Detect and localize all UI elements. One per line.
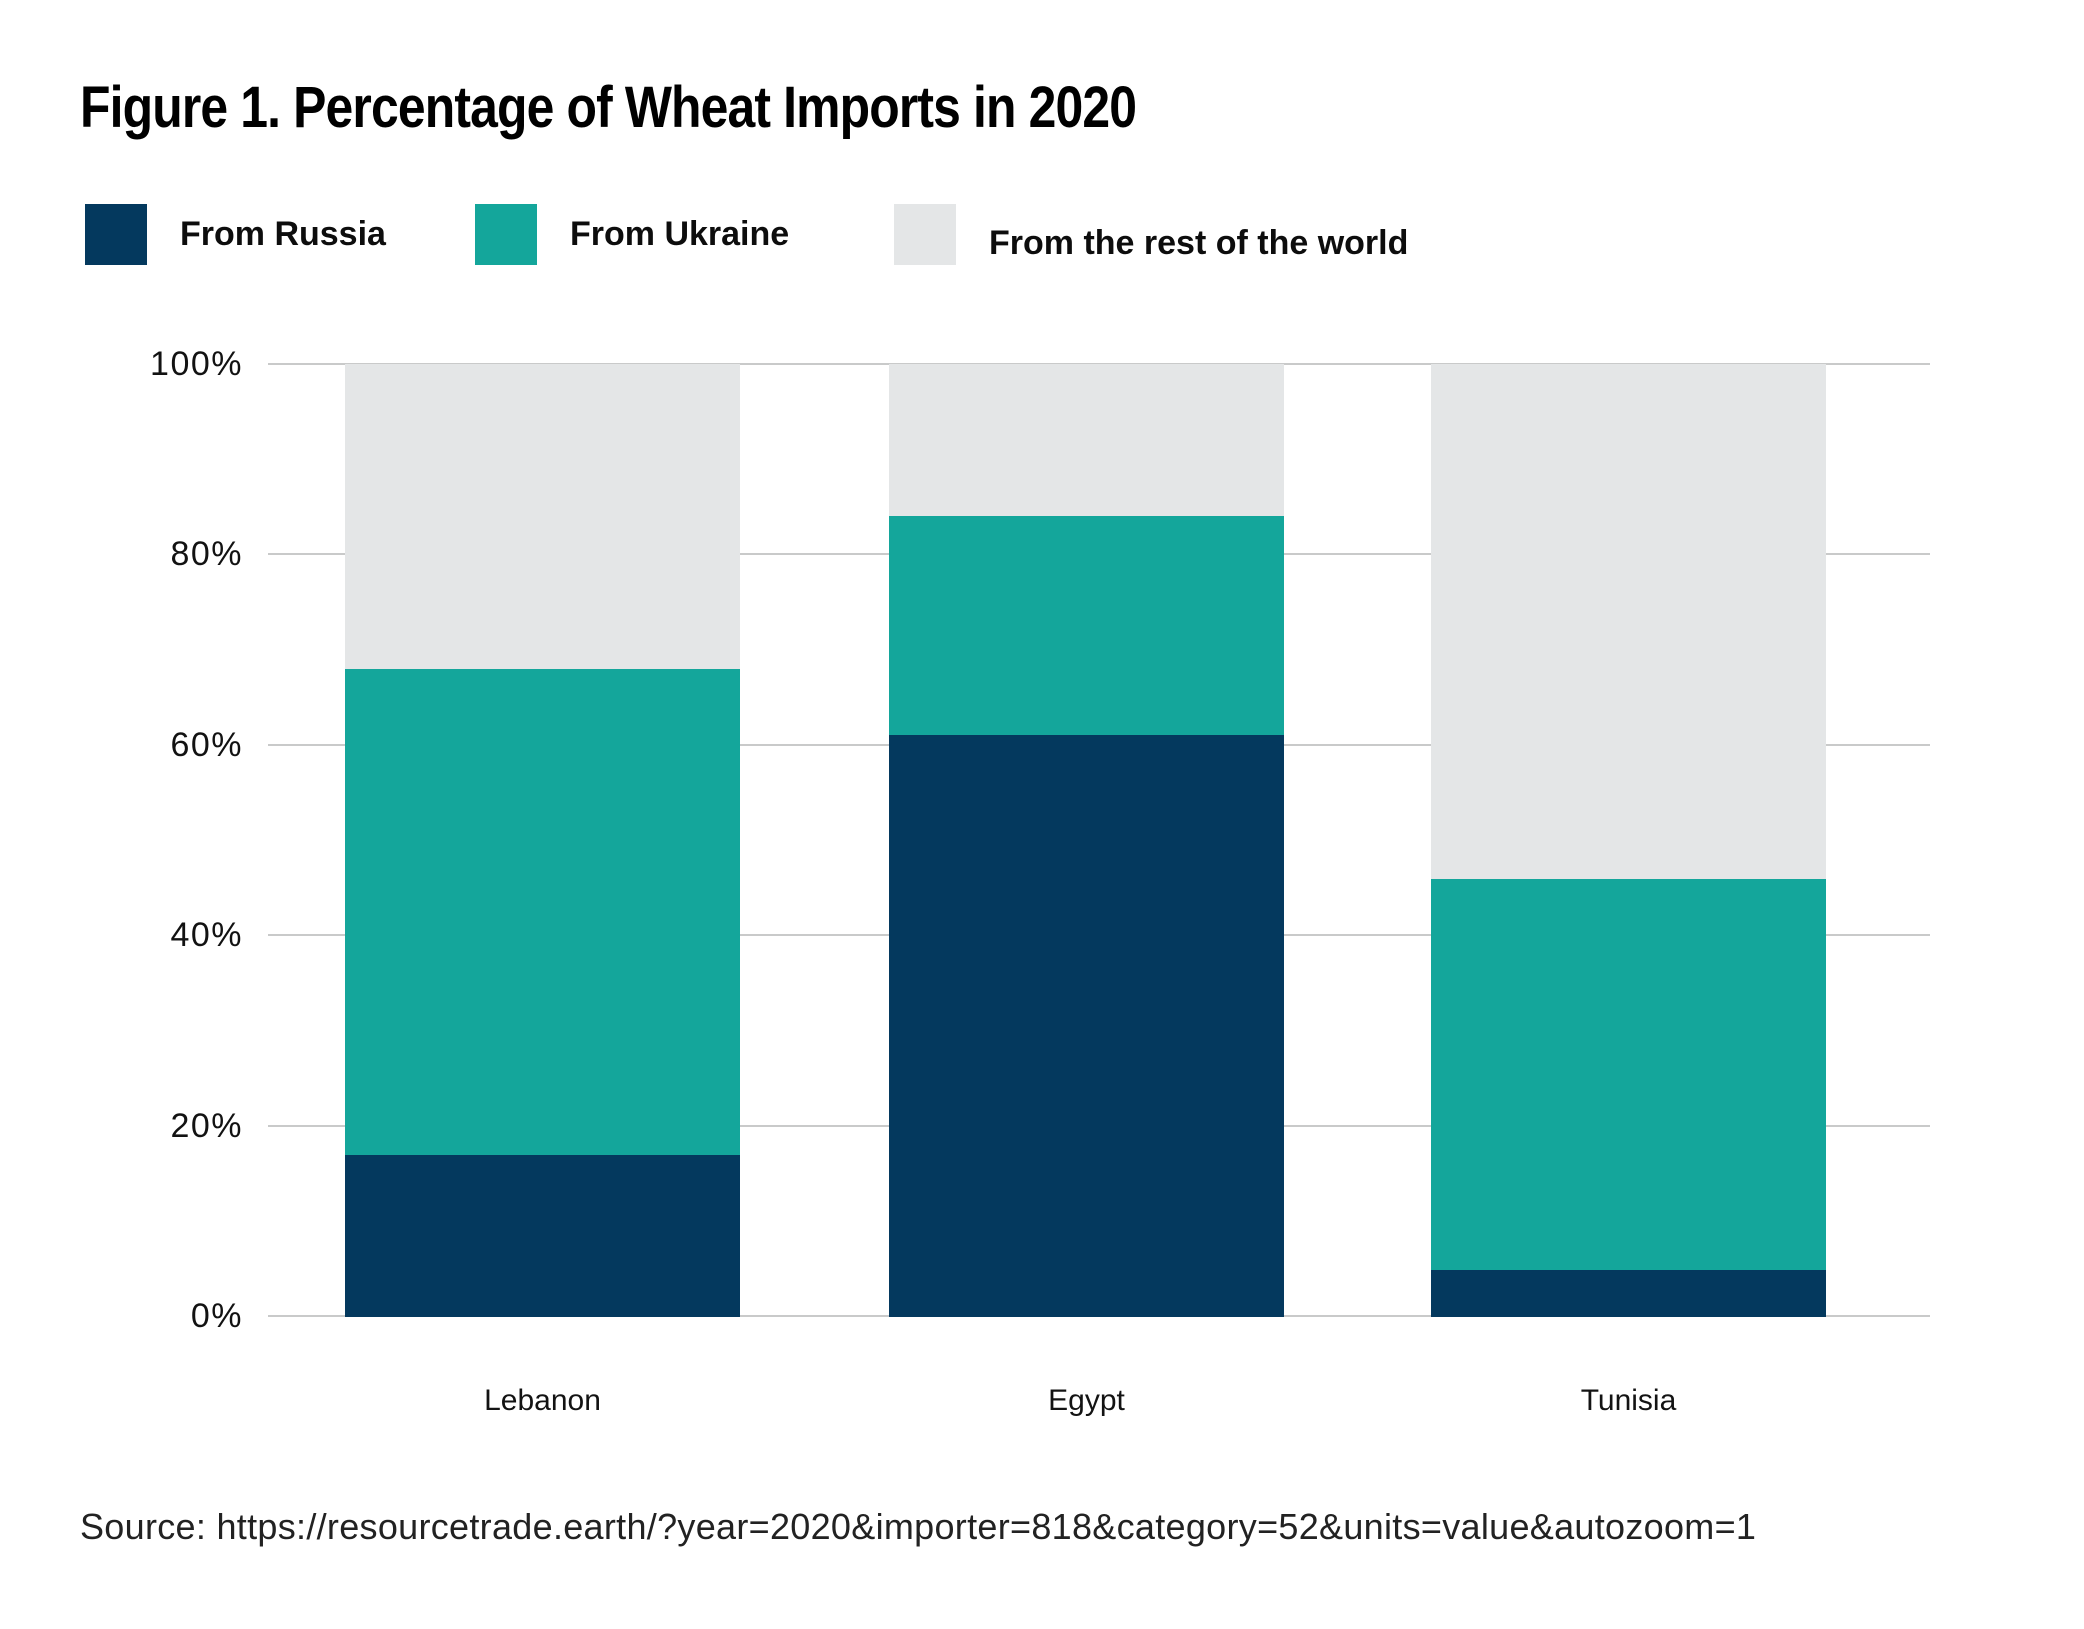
legend-swatch-rest-of-world [894, 204, 956, 265]
bar-segment-lebanon-from-the-rest-of-the-world [345, 364, 740, 669]
x-axis-label-lebanon: Lebanon [484, 1384, 601, 1417]
y-axis-tick-0pct: 0% [190, 1297, 243, 1335]
bar-column-egypt [889, 364, 1284, 1317]
legend-swatch-russia [85, 204, 147, 265]
bar-segment-tunisia-from-russia [1431, 1270, 1826, 1317]
legend-label-russia: From Russia [180, 215, 386, 253]
y-axis-tick-40pct: 40% [170, 916, 243, 955]
bar-segment-egypt-from-the-rest-of-the-world [889, 364, 1284, 516]
bar-segment-lebanon-from-ukraine [345, 669, 740, 1155]
y-axis-tick-20pct: 20% [170, 1106, 243, 1145]
bar-column-lebanon [345, 364, 740, 1317]
figure-title: Figure 1. Percentage of Wheat Imports in… [80, 75, 1137, 140]
legend-swatch-ukraine [475, 204, 537, 265]
legend-label-ukraine: From Ukraine [570, 215, 790, 253]
y-axis-tick-100pct: 100% [150, 345, 243, 383]
legend-label-rest-of-world: From the rest of the world [989, 224, 1409, 262]
legend-item-rest-of-world: From the rest of the world [894, 204, 1408, 265]
bar-segment-egypt-from-ukraine [889, 516, 1284, 735]
source-note: Source: https://resourcetrade.earth/?yea… [80, 1506, 1757, 1547]
legend-item-ukraine: From Ukraine [475, 204, 789, 265]
bar-segment-tunisia-from-the-rest-of-the-world [1431, 364, 1826, 879]
bar-segment-lebanon-from-russia [345, 1155, 740, 1317]
bar-segment-egypt-from-russia [889, 735, 1284, 1317]
legend-item-russia: From Russia [85, 204, 386, 265]
bar-column-tunisia [1431, 364, 1826, 1317]
y-axis-tick-80pct: 80% [170, 535, 243, 574]
x-axis-label-tunisia: Tunisia [1580, 1384, 1677, 1417]
x-axis-label-egypt: Egypt [1048, 1384, 1125, 1417]
bar-segment-tunisia-from-ukraine [1431, 879, 1826, 1270]
y-axis-tick-60pct: 60% [170, 725, 243, 764]
